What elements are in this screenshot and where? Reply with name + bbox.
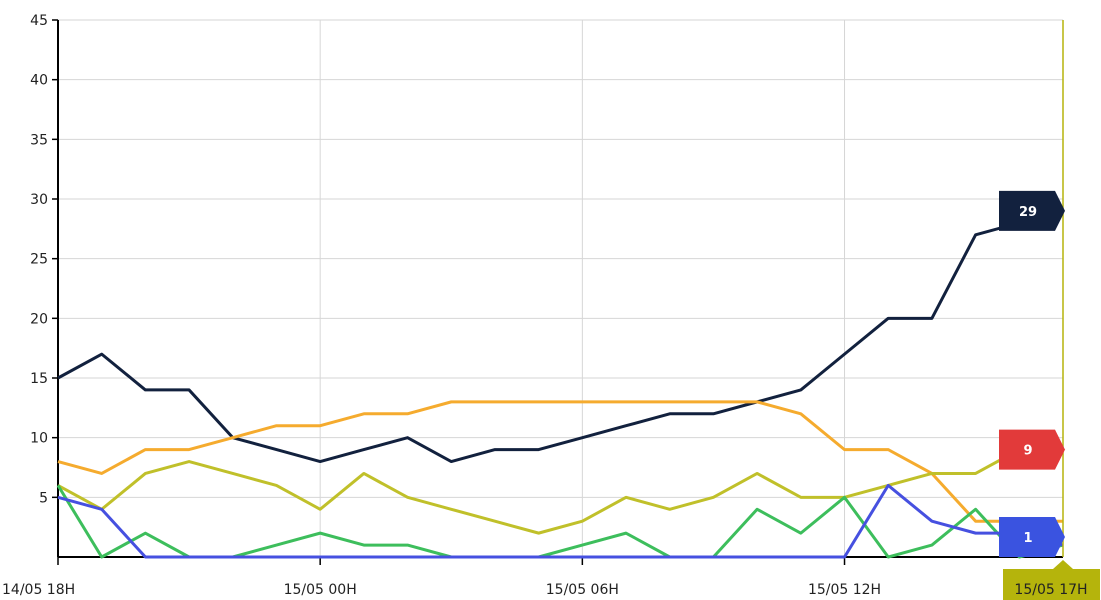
x-tick-label: 15/05 06H <box>546 582 619 598</box>
value-flag <box>999 429 1065 470</box>
value-flag-label: 29 <box>1019 205 1037 220</box>
series-line-3 <box>57 448 1063 535</box>
series-lines <box>56 209 1064 559</box>
value-flag <box>999 517 1065 557</box>
value-flag-label: 1 <box>1023 531 1032 546</box>
cursor-arrow[interactable] <box>1053 560 1073 569</box>
x-tick-label: 15/05 12H <box>808 582 881 598</box>
series-line-1 <box>57 209 1064 464</box>
cursor-label-box[interactable] <box>1003 569 1100 600</box>
x-tick-label: 15/05 00H <box>284 582 357 598</box>
series-line-5 <box>57 483 1064 559</box>
series-line-4 <box>56 484 1064 559</box>
y-tick-label: 5 <box>39 490 48 506</box>
y-tick-label: 35 <box>30 132 48 148</box>
cursor-label[interactable]: 15/05 17H <box>1014 582 1087 598</box>
axes: 5 10 15 20 25 30 35 40 45 14/05 18H 15/05 00H 15/05… <box>2 13 1063 598</box>
series-line-2 <box>57 400 1063 523</box>
y-tick-label: 15 <box>30 371 48 387</box>
y-tick-label: 45 <box>30 13 48 29</box>
value-flag-label: 9 <box>1023 444 1032 459</box>
y-tick-label: 10 <box>30 431 48 447</box>
grid <box>58 19 1063 557</box>
time-cursor[interactable]: 15/05 17H <box>1003 20 1100 600</box>
value-flags: 29 9 1 <box>999 190 1065 557</box>
y-tick-label: 25 <box>30 252 48 268</box>
x-tick-label: 14/05 18H <box>2 582 75 598</box>
y-tick-label: 30 <box>30 192 48 208</box>
value-flag <box>999 190 1065 231</box>
y-tick-label: 20 <box>30 311 48 327</box>
y-tick-label: 40 <box>30 73 48 89</box>
